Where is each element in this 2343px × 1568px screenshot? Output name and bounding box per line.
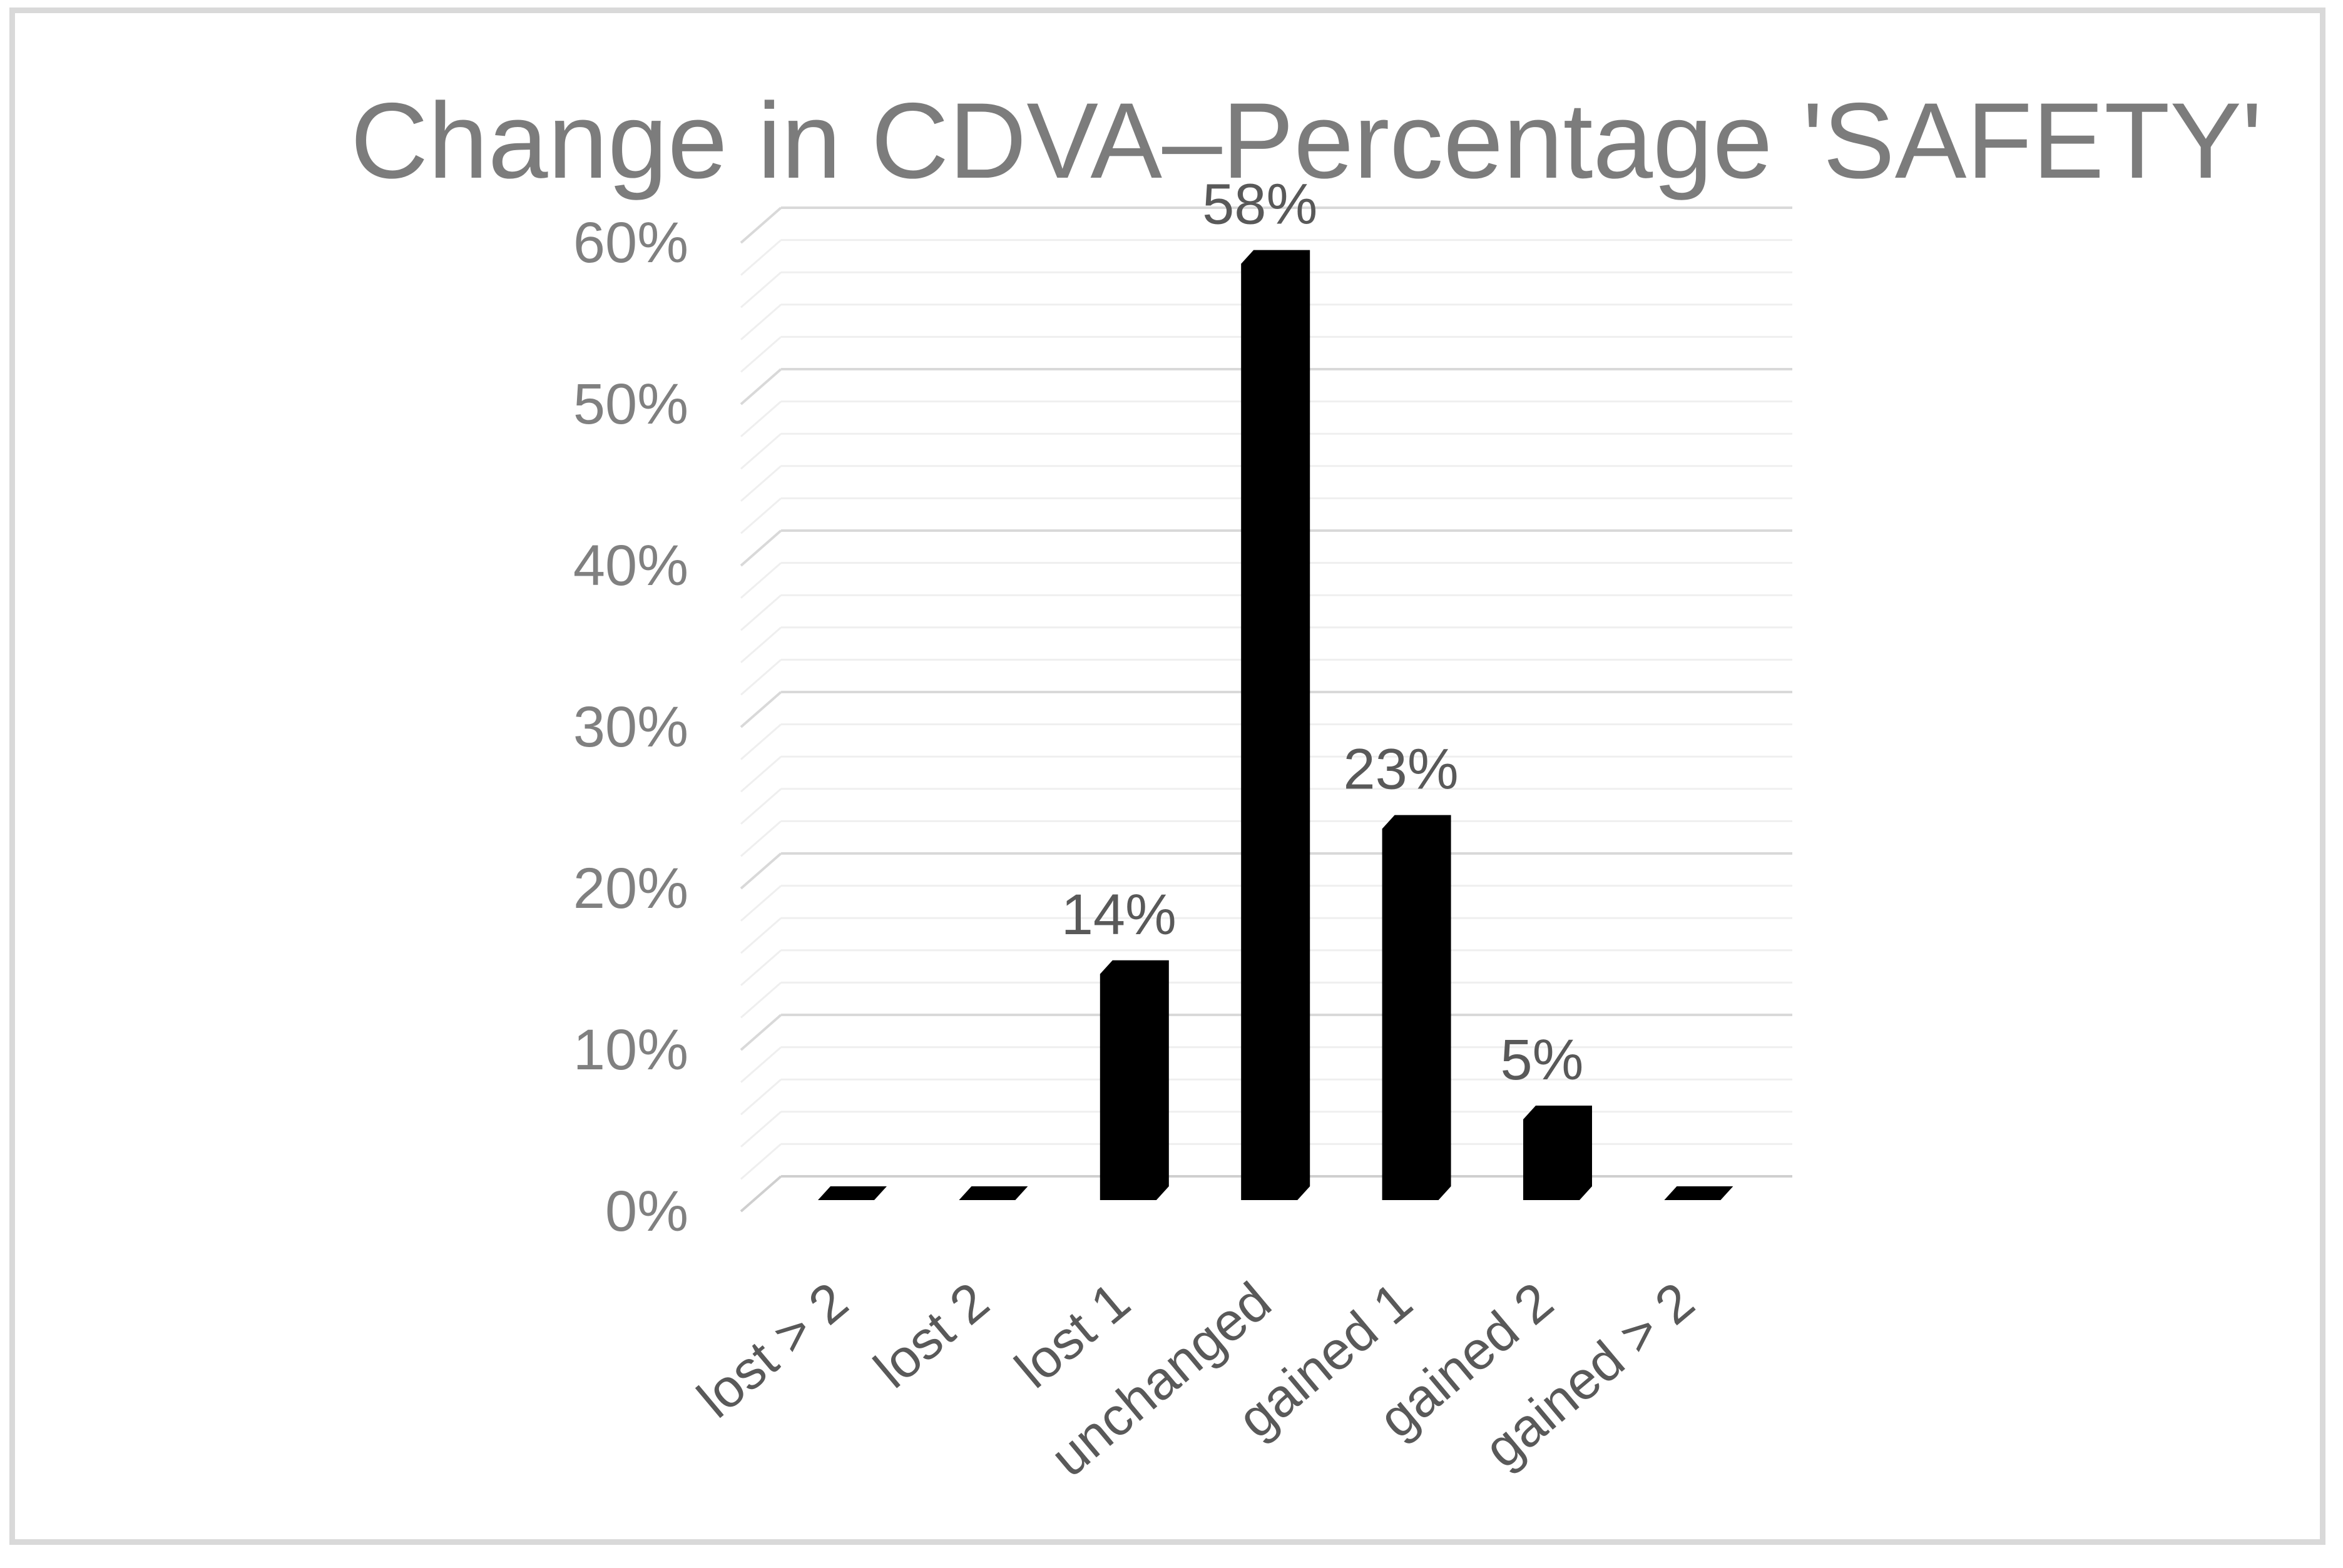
y-axis-tick-label: 60% (573, 211, 688, 275)
gridline-sidewall-slant (740, 239, 782, 276)
gridline-sidewall-slant (740, 756, 782, 793)
gridline-sidewall-slant (740, 1046, 782, 1083)
gridline-sidewall-slant (740, 691, 782, 728)
chart-frame (9, 8, 2325, 1545)
bar-data-label: 14% (1061, 883, 1177, 947)
y-axis-tick-label: 0% (605, 1179, 688, 1243)
gridline-sidewall-slant (740, 1079, 782, 1116)
gridline-sidewall-slant (740, 949, 782, 986)
y-axis-tick-label: 30% (573, 695, 688, 759)
bar (1241, 250, 1310, 1201)
gridline-sidewall-slant (740, 594, 782, 631)
bar (959, 1186, 1028, 1200)
gridline-sidewall-slant (740, 206, 782, 244)
gridline-sidewall-slant (740, 497, 782, 534)
gridline-sidewall-slant (740, 562, 782, 599)
bar (1100, 960, 1169, 1200)
x-axis-category-label: lost 2 (863, 1271, 1000, 1400)
gridline-sidewall-slant (740, 1143, 782, 1180)
bar (1664, 1186, 1733, 1200)
gridline-sidewall-slant (740, 917, 782, 954)
gridline-sidewall-slant (740, 465, 782, 502)
bar (1523, 1106, 1592, 1200)
gridline-sidewall-slant (740, 336, 782, 373)
gridline-sidewall-slant (740, 400, 782, 437)
gridline-sidewall-slant (740, 982, 782, 1019)
y-axis-tick-label: 20% (573, 857, 688, 920)
gridline-sidewall-slant (740, 368, 782, 405)
x-axis-category-label: lost > 2 (687, 1271, 859, 1429)
gridline-sidewall-slant (740, 852, 782, 890)
gridline-sidewall-slant (740, 1175, 782, 1213)
gridline-sidewall-slant (740, 1111, 782, 1148)
gridline-sidewall-slant (740, 723, 782, 760)
gridline-sidewall-slant (740, 529, 782, 567)
y-axis-tick-label: 40% (573, 534, 688, 598)
bar-data-label: 58% (1202, 173, 1317, 237)
bar (818, 1186, 887, 1200)
gridline-sidewall-slant (740, 626, 782, 663)
gridline-sidewall-slant (740, 1014, 782, 1051)
gridline-sidewall-slant (740, 659, 782, 696)
gridline-sidewall-slant (740, 272, 782, 308)
bar-data-label: 23% (1344, 738, 1459, 802)
gridline-sidewall-slant (740, 433, 782, 470)
gridline-sidewall-slant (740, 820, 782, 857)
y-axis-tick-label: 10% (573, 1018, 688, 1082)
gridline-sidewall-slant (740, 788, 782, 825)
bar (1382, 815, 1451, 1200)
y-axis-tick-label: 50% (573, 372, 688, 436)
gridline-sidewall-slant (740, 303, 782, 340)
bar-data-label: 5% (1501, 1028, 1584, 1092)
chart-title: Change in CDVA–Percentage 'SAFETY' (350, 81, 2262, 201)
gridline-sidewall-slant (740, 885, 782, 922)
